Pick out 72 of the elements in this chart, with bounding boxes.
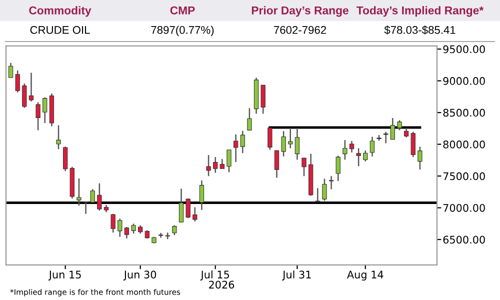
x-tick-label: Jun 15 xyxy=(48,270,81,280)
text: 7897(0.77%) xyxy=(151,26,214,36)
candlestick xyxy=(281,130,286,158)
text: Prior Day’s Range xyxy=(252,6,348,17)
x-tick-label: Jul 31 xyxy=(282,270,311,280)
y-tick-label: 9500.00 xyxy=(443,45,485,54)
candlestick xyxy=(131,223,136,234)
candlestick xyxy=(213,156,218,174)
candlestick xyxy=(83,201,88,214)
candlestick xyxy=(247,108,252,131)
candlestick xyxy=(118,218,122,238)
text: Today’s Implied Range* xyxy=(356,6,484,17)
candlestick xyxy=(363,150,368,162)
x-tick-label: Aug 14 xyxy=(347,270,384,281)
candlestick xyxy=(42,96,48,124)
y-tick-label: 7500.00 xyxy=(443,172,485,180)
candlestick xyxy=(90,188,95,203)
text: 7602-7962 xyxy=(274,26,326,34)
candlestick xyxy=(56,124,61,150)
candlestick xyxy=(172,224,177,236)
candlestick xyxy=(302,157,306,177)
y-tick-label: 7000.00 xyxy=(443,204,485,212)
text: Commodity xyxy=(29,6,92,17)
candlestick xyxy=(22,82,27,108)
candlestick xyxy=(97,182,102,212)
candlestick xyxy=(63,146,68,172)
candlestick xyxy=(274,150,280,178)
candlestick xyxy=(397,120,402,131)
text: $78.03-$85.41 xyxy=(384,26,456,35)
x-tick-label: Jul 15 xyxy=(200,270,230,280)
x-axis-title: 2026 xyxy=(209,280,234,289)
candlestick xyxy=(322,178,327,202)
y-tick-label: 9000.00 xyxy=(443,77,485,85)
text: CRUDE OIL xyxy=(30,26,90,34)
candlestick xyxy=(110,213,116,234)
candlestick xyxy=(192,206,198,222)
candlestick xyxy=(226,149,232,173)
candlestick xyxy=(418,146,422,170)
candlestick xyxy=(268,127,272,150)
candlestick xyxy=(384,131,388,144)
x-tick-label: Jun 30 xyxy=(123,270,156,280)
candlestick xyxy=(390,117,395,140)
candlestick xyxy=(240,130,245,154)
candlestick xyxy=(342,139,348,160)
candlestick xyxy=(206,154,211,177)
candlestick xyxy=(260,84,266,114)
candlestick xyxy=(186,198,190,219)
candlestick xyxy=(8,62,14,78)
candlestick xyxy=(356,148,361,167)
candlestick xyxy=(15,70,20,94)
candlestick xyxy=(294,127,300,160)
candlestick xyxy=(288,127,293,149)
candlestick xyxy=(315,188,320,203)
candlestick xyxy=(233,134,238,163)
candlestick xyxy=(404,127,409,138)
y-tick-label: 8000.00 xyxy=(443,140,485,148)
candlestick xyxy=(336,155,340,182)
candlestick xyxy=(199,180,204,211)
candlestick xyxy=(349,140,354,154)
y-tick-label: 6500.00 xyxy=(443,236,485,244)
candlestick xyxy=(178,188,184,223)
candlestick xyxy=(36,102,40,131)
candlestick xyxy=(28,72,34,102)
candlestick xyxy=(370,136,375,158)
text: CMP xyxy=(170,6,195,14)
candlestick xyxy=(328,175,334,190)
y-tick-label: 8500.00 xyxy=(443,108,485,117)
candlestick xyxy=(410,131,416,158)
candlestick xyxy=(165,232,170,240)
candlestick xyxy=(124,226,130,240)
candlestick xyxy=(220,158,225,170)
candlestick xyxy=(76,178,82,206)
